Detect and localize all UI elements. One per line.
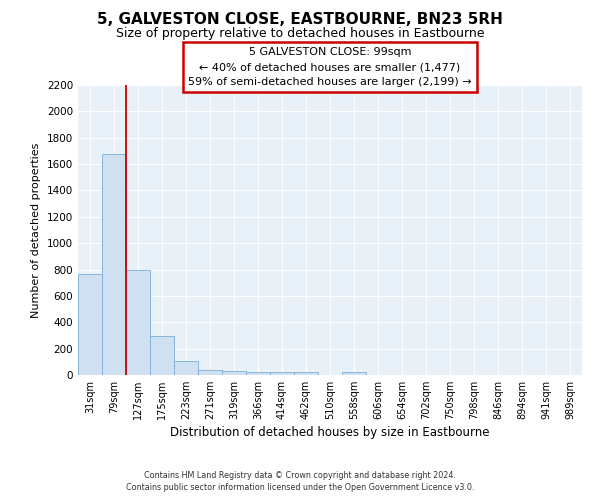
Bar <box>342 372 366 375</box>
Bar <box>246 372 270 375</box>
Bar <box>174 360 198 375</box>
Bar <box>198 370 222 375</box>
Text: Size of property relative to detached houses in Eastbourne: Size of property relative to detached ho… <box>116 28 484 40</box>
Bar <box>102 154 126 375</box>
Bar <box>126 270 150 375</box>
X-axis label: Distribution of detached houses by size in Eastbourne: Distribution of detached houses by size … <box>170 426 490 439</box>
Bar <box>222 371 246 375</box>
Text: 5, GALVESTON CLOSE, EASTBOURNE, BN23 5RH: 5, GALVESTON CLOSE, EASTBOURNE, BN23 5RH <box>97 12 503 28</box>
Bar <box>270 372 294 375</box>
Bar <box>294 372 318 375</box>
Y-axis label: Number of detached properties: Number of detached properties <box>31 142 41 318</box>
Bar <box>78 274 102 375</box>
Text: 5 GALVESTON CLOSE: 99sqm
← 40% of detached houses are smaller (1,477)
59% of sem: 5 GALVESTON CLOSE: 99sqm ← 40% of detach… <box>188 48 472 87</box>
Bar <box>150 336 174 375</box>
Text: Contains HM Land Registry data © Crown copyright and database right 2024.
Contai: Contains HM Land Registry data © Crown c… <box>126 471 474 492</box>
